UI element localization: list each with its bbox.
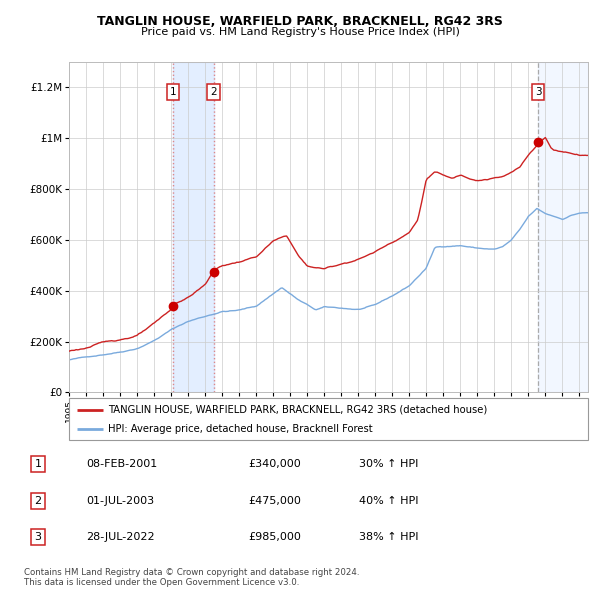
Text: TANGLIN HOUSE, WARFIELD PARK, BRACKNELL, RG42 3RS: TANGLIN HOUSE, WARFIELD PARK, BRACKNELL,… bbox=[97, 15, 503, 28]
Text: 1: 1 bbox=[169, 87, 176, 97]
Text: Price paid vs. HM Land Registry's House Price Index (HPI): Price paid vs. HM Land Registry's House … bbox=[140, 27, 460, 37]
Text: £340,000: £340,000 bbox=[249, 459, 302, 469]
Text: 30% ↑ HPI: 30% ↑ HPI bbox=[359, 459, 419, 469]
Text: 2: 2 bbox=[211, 87, 217, 97]
Text: £475,000: £475,000 bbox=[249, 496, 302, 506]
Text: 08-FEB-2001: 08-FEB-2001 bbox=[86, 459, 157, 469]
Text: 40% ↑ HPI: 40% ↑ HPI bbox=[359, 496, 419, 506]
Text: TANGLIN HOUSE, WARFIELD PARK, BRACKNELL, RG42 3RS (detached house): TANGLIN HOUSE, WARFIELD PARK, BRACKNELL,… bbox=[108, 405, 487, 415]
Text: £985,000: £985,000 bbox=[249, 532, 302, 542]
Text: 3: 3 bbox=[535, 87, 541, 97]
Text: 28-JUL-2022: 28-JUL-2022 bbox=[86, 532, 154, 542]
Text: 2: 2 bbox=[35, 496, 41, 506]
Text: 01-JUL-2003: 01-JUL-2003 bbox=[86, 496, 154, 506]
Text: Contains HM Land Registry data © Crown copyright and database right 2024.
This d: Contains HM Land Registry data © Crown c… bbox=[24, 568, 359, 587]
Text: HPI: Average price, detached house, Bracknell Forest: HPI: Average price, detached house, Brac… bbox=[108, 424, 373, 434]
Text: 38% ↑ HPI: 38% ↑ HPI bbox=[359, 532, 419, 542]
Text: 1: 1 bbox=[35, 459, 41, 469]
Bar bbox=[538, 62, 588, 392]
Bar bbox=[173, 62, 214, 392]
Text: 3: 3 bbox=[35, 532, 41, 542]
